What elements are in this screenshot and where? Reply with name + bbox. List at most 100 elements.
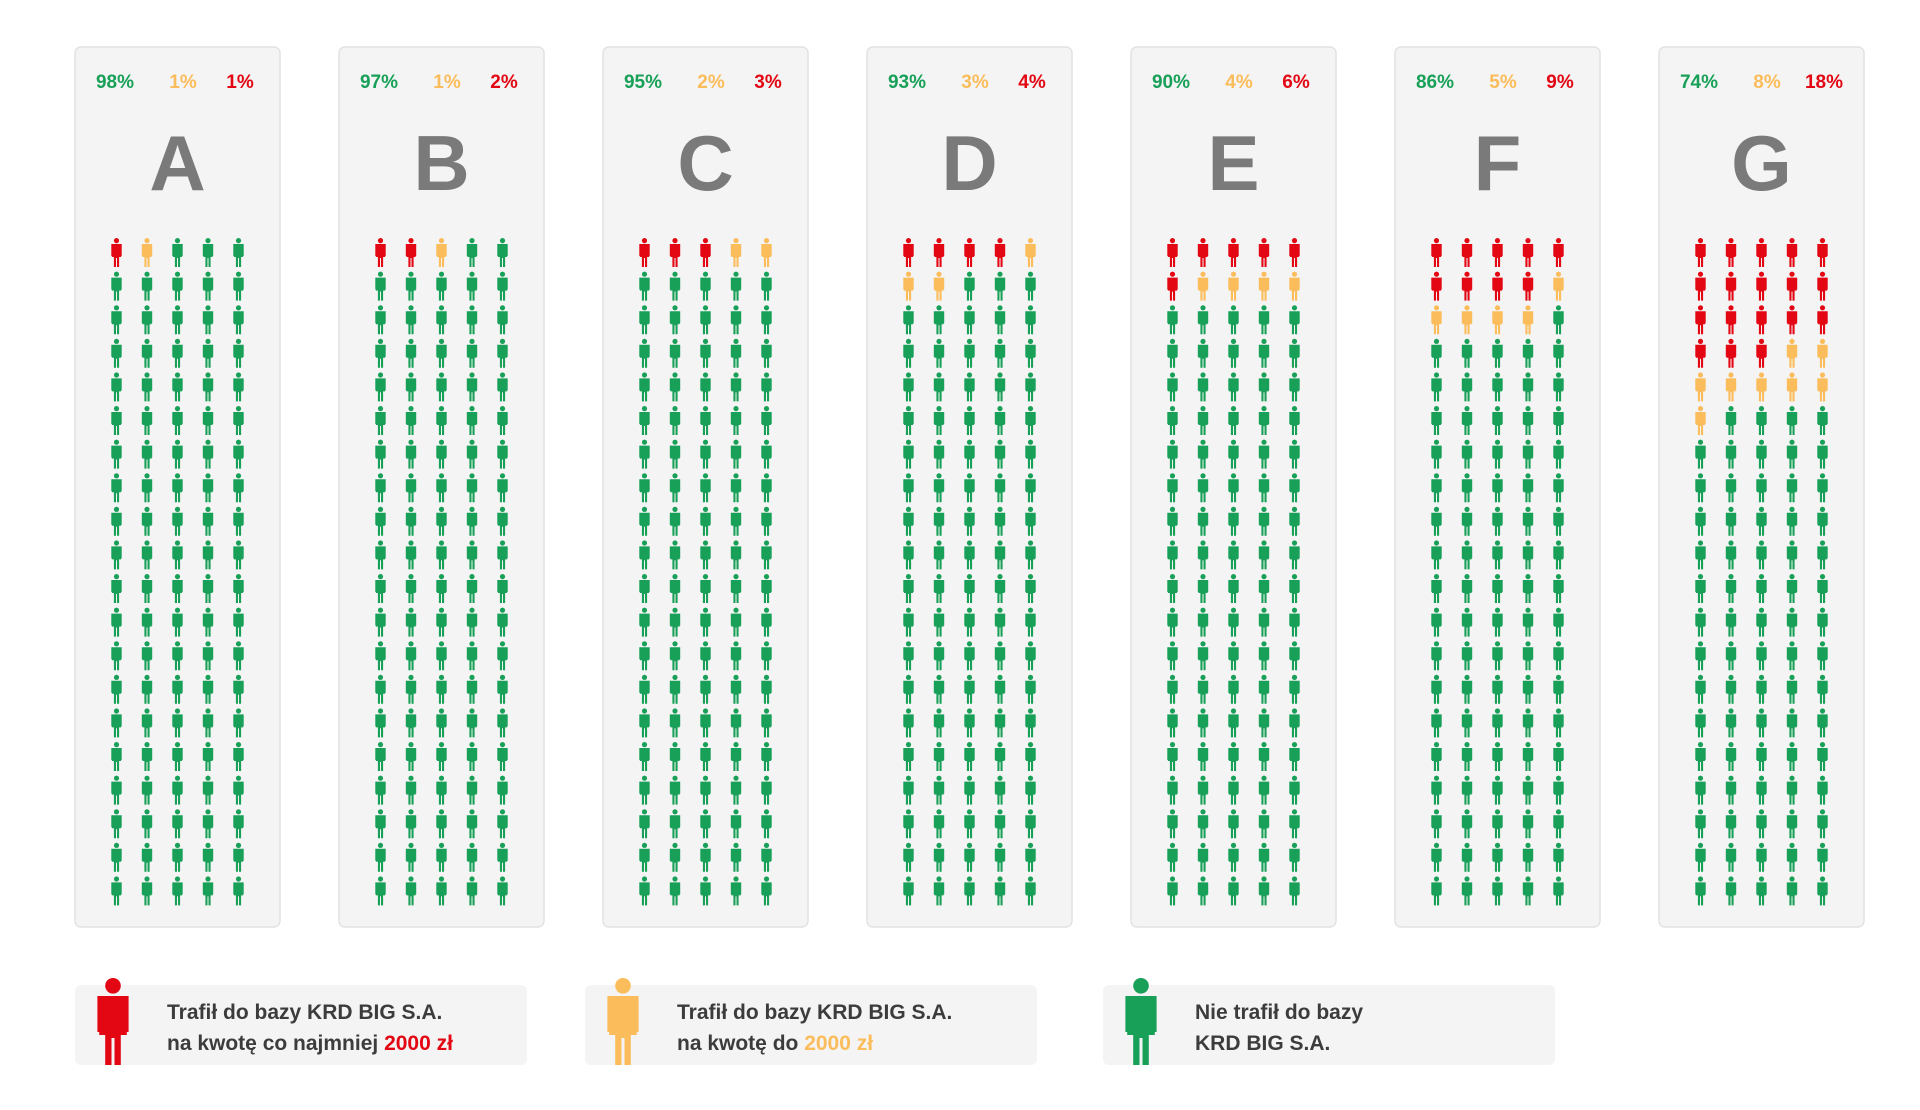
person-icon-green: [233, 406, 244, 435]
person-icon-green: [436, 406, 447, 435]
person-icon-green: [669, 439, 681, 469]
person-icon-green: [375, 607, 386, 637]
person-icon-green: [1695, 439, 1706, 469]
person-icon-green: [1492, 809, 1503, 839]
person-icon-green: [1258, 742, 1270, 771]
person-icon-green: [1431, 742, 1442, 771]
person-icon-green: [375, 506, 386, 536]
person-icon-green: [1817, 809, 1828, 839]
person-icon-green: [466, 238, 478, 267]
person-icon-green: [436, 641, 447, 671]
person-icon-green: [669, 876, 681, 906]
person-icon-green: [1522, 641, 1534, 671]
person-icon-green: [761, 271, 772, 301]
person-icon-green: [964, 506, 975, 536]
person-icon-green: [761, 305, 772, 335]
person-icon-red: [1817, 305, 1828, 335]
person-icon-green: [1197, 406, 1209, 435]
person-icon-green: [141, 876, 153, 906]
person-icon-green: [639, 641, 650, 671]
person-icon-green: [1695, 540, 1706, 570]
person-icon-red: [1492, 271, 1503, 301]
person-icon-green: [994, 574, 1006, 603]
person-icon-green: [700, 876, 711, 906]
panel-b: 97% 1% 2% B: [338, 46, 545, 928]
person-icon-green: [202, 574, 214, 603]
green-percent: 90%: [1152, 72, 1190, 93]
person-icon-green: [375, 574, 386, 603]
person-icon-green: [1167, 742, 1178, 771]
person-icon-green: [1786, 439, 1798, 469]
green-percent: 86%: [1416, 72, 1454, 93]
person-icon-green: [497, 809, 508, 839]
person-icon-green: [233, 708, 244, 738]
person-icon-green: [405, 842, 417, 872]
person-icon-green: [1461, 641, 1473, 671]
person-icon-green: [1725, 775, 1737, 805]
person-icon-green: [1025, 607, 1036, 637]
person-icon-green: [639, 674, 650, 704]
person-icon-green: [761, 775, 772, 805]
person-icon-green: [761, 439, 772, 469]
person-icon-green: [172, 406, 183, 435]
person-icon-green: [1197, 372, 1209, 402]
person-icon-green: [639, 305, 650, 335]
person-icon-red: [1695, 338, 1706, 368]
person-icon-green: [994, 439, 1006, 469]
person-icon-green: [1025, 305, 1036, 335]
person-icon-green: [730, 406, 742, 435]
person-icon-green: [202, 305, 214, 335]
person-icon-green: [669, 372, 681, 402]
person-icon-green: [1461, 473, 1473, 503]
person-icon-green: [436, 540, 447, 570]
person-icon-green: [761, 842, 772, 872]
person-icon-green: [933, 674, 945, 704]
person-icon-green: [436, 708, 447, 738]
person-icon-green: [1695, 708, 1706, 738]
person-icon-green: [1553, 338, 1564, 368]
person-icon-green: [202, 742, 214, 771]
person-icon-green: [1522, 338, 1534, 368]
person-icon-green: [1258, 607, 1270, 637]
person-icon-green: [1786, 674, 1798, 704]
person-icon-green: [903, 708, 914, 738]
person-icon-green: [436, 574, 447, 603]
person-icon-green: [172, 439, 183, 469]
person-icon-red: [1725, 338, 1737, 368]
person-icon-green: [933, 876, 945, 906]
person-icon-green: [639, 439, 650, 469]
person-icon-green: [669, 574, 681, 603]
person-icon-yellow: [436, 238, 447, 267]
person-icon-green: [111, 842, 122, 872]
red-percent: 3%: [754, 72, 782, 93]
person-icon-green: [1228, 338, 1239, 368]
person-icon-green: [172, 506, 183, 536]
person-icon-green: [202, 238, 214, 267]
person-icon-green: [375, 708, 386, 738]
person-icon-green: [1817, 607, 1828, 637]
person-icon-red: [1461, 271, 1473, 301]
person-icon-green: [933, 372, 945, 402]
person-icon-green: [141, 842, 153, 872]
person-icon-green: [1289, 708, 1300, 738]
person-icon-green: [202, 473, 214, 503]
person-icon-green: [1167, 708, 1178, 738]
person-icon-yellow: [1461, 305, 1473, 335]
person-icon-green: [1553, 439, 1564, 469]
person-icon-green: [1492, 439, 1503, 469]
person-icon-green: [1258, 540, 1270, 570]
person-icon-green: [730, 674, 742, 704]
person-icon-green: [730, 372, 742, 402]
person-icon-green: [761, 574, 772, 603]
person-icon-green: [1817, 540, 1828, 570]
person-icon-green: [466, 338, 478, 368]
person-icon-green: [1197, 506, 1209, 536]
person-icon-green: [1461, 809, 1473, 839]
person-icon-green: [1197, 641, 1209, 671]
green-percent: 97%: [360, 72, 398, 93]
legend-line1: Nie trafił do bazy: [1195, 1001, 1363, 1024]
person-icon-green: [1725, 876, 1737, 906]
person-icon-red: [375, 238, 386, 267]
person-icon-green: [1025, 574, 1036, 603]
